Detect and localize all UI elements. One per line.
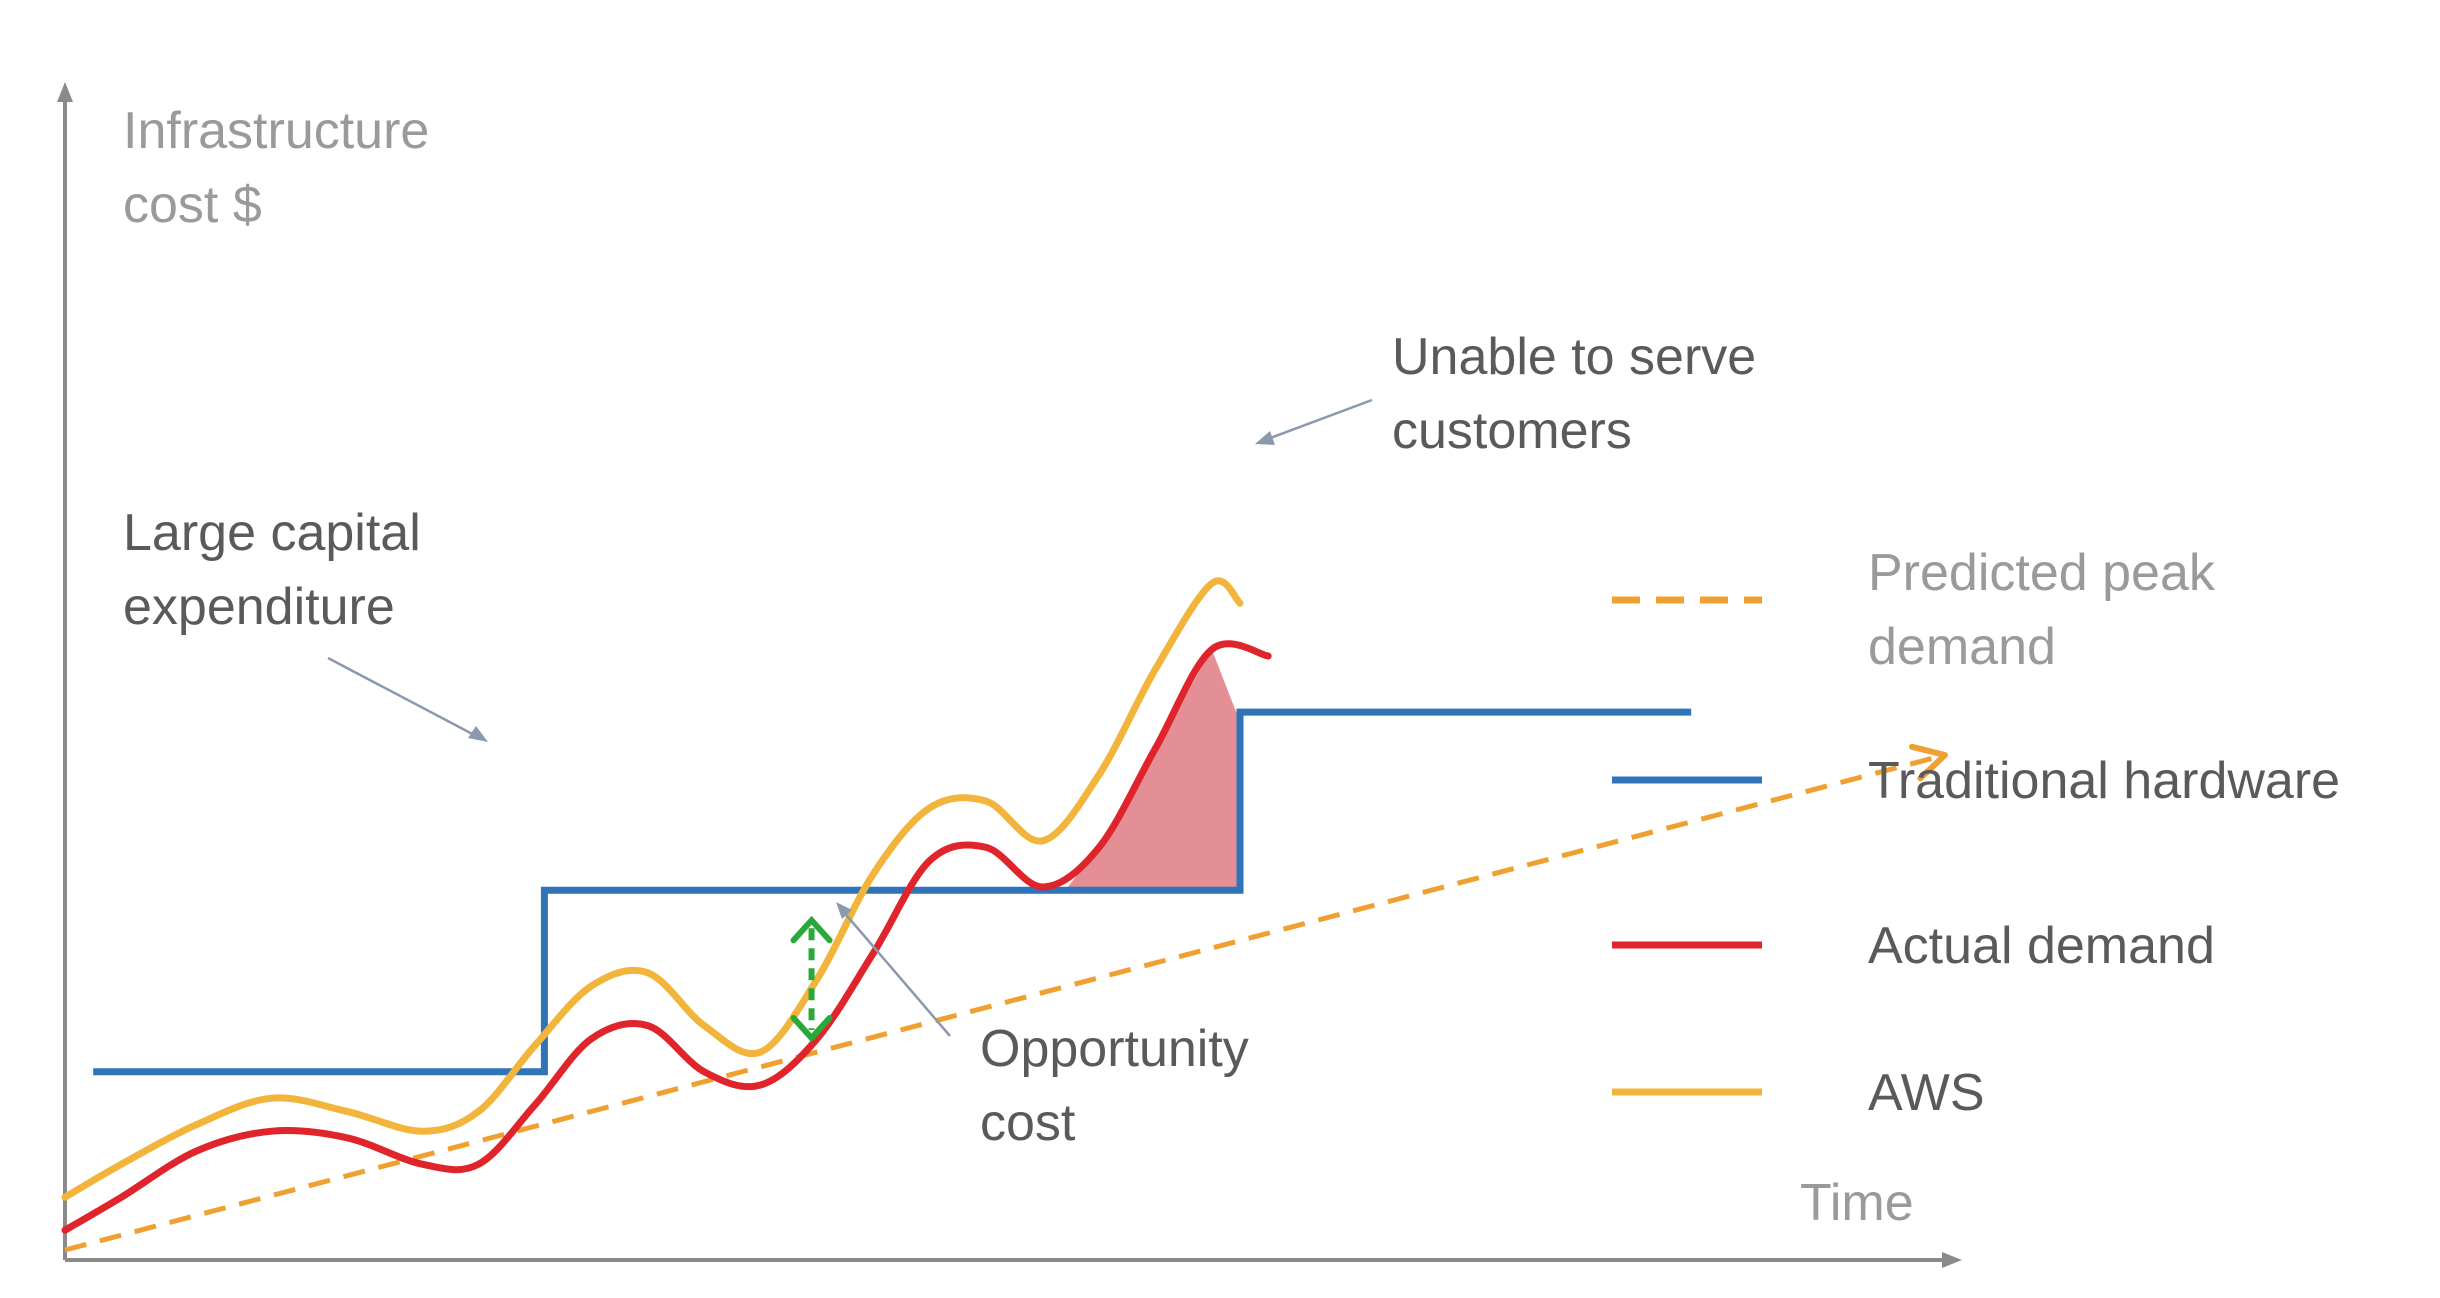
y-axis-title-line-1: Infrastructure (123, 102, 429, 160)
x-axis-arrow (1942, 1252, 1962, 1268)
annotation-capex-line-1: Large capital (123, 504, 421, 562)
y-axis-arrow (57, 82, 73, 102)
opportunity-pointer-head (836, 902, 852, 919)
annotation-opportunity-line-1: Opportunity (980, 1020, 1249, 1078)
capex-pointer (327, 656, 481, 740)
series-predicted-line (64, 752, 1946, 1253)
capex-pointer-head (468, 726, 488, 742)
series-actual-line (61, 640, 1272, 1234)
annotation-opportunity-line-2: cost (980, 1094, 1076, 1152)
unable-pointer-head (1255, 431, 1275, 445)
legend-label-predicted-line-1: Predicted peak (1868, 544, 2216, 602)
legend-item-aws: AWS (1612, 1064, 1985, 1122)
unable-pointer (1264, 398, 1373, 442)
series-traditional (93, 708, 1692, 1076)
annotation-unable-line-2: customers (1392, 402, 1632, 460)
series-aws-line (61, 577, 1244, 1201)
x-axis-title: Time (1800, 1174, 1914, 1232)
annotation-pointers (327, 398, 1373, 1037)
opportunity-cost-arrow (790, 915, 833, 1043)
series-predicted-arrowhead (1908, 743, 1948, 782)
legend-label-aws: AWS (1868, 1064, 1985, 1122)
series-aws (61, 577, 1244, 1201)
legend-item-traditional: Traditional hardware (1612, 752, 2340, 810)
opportunity-cost-arrow-bottom (790, 1015, 833, 1043)
legend-label-actual: Actual demand (1868, 917, 2215, 975)
series-traditional-line (93, 708, 1692, 1076)
series-predicted (64, 743, 1948, 1253)
opportunity-pointer (841, 909, 951, 1037)
axes (57, 82, 1962, 1268)
series-actual (61, 640, 1272, 1234)
legend-label-traditional: Traditional hardware (1868, 752, 2340, 810)
annotation-capex-line-2: expenditure (123, 578, 395, 636)
opportunity-cost-arrow-top (790, 915, 833, 944)
plot-area (61, 577, 1948, 1253)
annotation-unable-line-1: Unable to serve (1392, 328, 1756, 386)
legend-item-actual: Actual demand (1612, 917, 2215, 975)
legend: Predicted peak demand Traditional hardware… (1612, 544, 2340, 1122)
legend-item-predicted: Predicted peak demand (1612, 544, 2216, 676)
y-axis-title-line-2: cost $ (123, 176, 262, 234)
legend-label-predicted-line-2: demand (1868, 618, 2056, 676)
